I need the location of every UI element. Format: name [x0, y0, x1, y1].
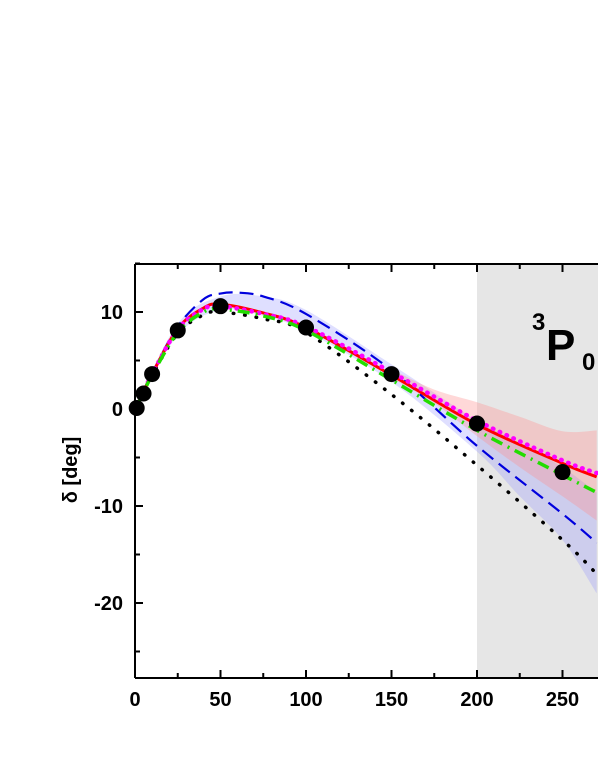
x-tick-label: 0	[129, 689, 140, 711]
data-point	[383, 366, 400, 383]
data-point	[144, 366, 161, 383]
data-points	[128, 298, 571, 481]
wave-subscript: 0	[582, 349, 595, 376]
plot-frame	[134, 263, 598, 679]
y-tick-label: 10	[101, 302, 123, 324]
data-point	[554, 464, 571, 481]
wave-superscript: 3	[532, 309, 545, 336]
y-axis-label: δ [deg]	[60, 437, 82, 504]
y-tick-label: -10	[94, 496, 123, 518]
data-point	[298, 319, 314, 336]
axis-ticks	[134, 262, 564, 678]
data-point	[135, 385, 152, 402]
y-tick-label: -20	[94, 593, 123, 615]
data-point	[212, 298, 229, 315]
x-tick-label: 150	[375, 689, 408, 711]
data-point	[469, 415, 485, 432]
wave-main: P	[546, 321, 575, 370]
x-tick-label: 100	[289, 689, 322, 711]
series-line-5	[135, 306, 598, 494]
x-tick-label: 50	[209, 689, 231, 711]
partial-wave-label: 3P 0	[532, 309, 595, 376]
x-tick-label: 200	[460, 689, 493, 711]
x-tick-label: 250	[546, 689, 579, 711]
data-point	[169, 322, 186, 339]
y-tick-label: 0	[112, 399, 123, 421]
